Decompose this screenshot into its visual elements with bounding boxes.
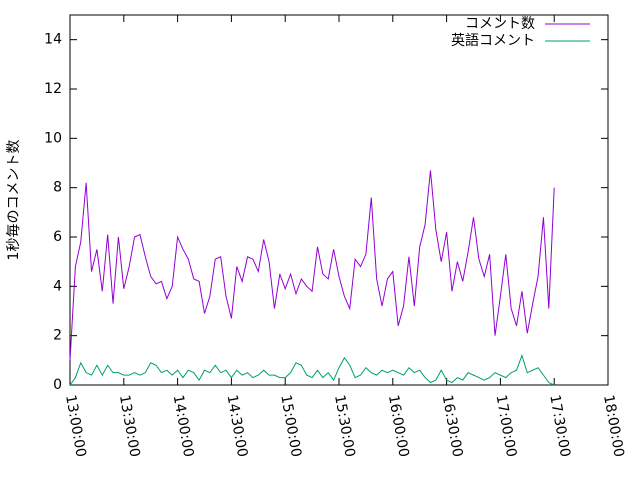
- x-tick-label: 17:00:00: [493, 394, 520, 459]
- y-tick-label: 14: [44, 32, 62, 48]
- y-axis-label: 1秒毎のコメント数: [6, 140, 22, 261]
- y-tick-label: 12: [44, 81, 62, 97]
- y-tick-label: 6: [53, 229, 62, 245]
- series-line: [69, 170, 555, 361]
- series-line: [69, 353, 555, 386]
- x-tick-label: 15:30:00: [331, 394, 358, 459]
- legend-label: コメント数: [465, 16, 535, 32]
- x-tick-label: 13:00:00: [62, 394, 89, 459]
- x-tick-label: 13:30:00: [116, 394, 143, 459]
- x-tick-label: 14:30:00: [224, 394, 251, 459]
- x-tick-label: 14:00:00: [170, 394, 197, 459]
- x-tick-label: 15:00:00: [277, 394, 304, 459]
- y-tick-label: 4: [53, 278, 62, 294]
- x-tick-label: 16:30:00: [439, 394, 466, 459]
- legend-label: 英語コメント: [451, 32, 535, 49]
- x-tick-label: 16:00:00: [385, 394, 412, 459]
- y-tick-label: 0: [53, 377, 62, 393]
- y-tick-label: 8: [53, 180, 62, 196]
- y-tick-label: 10: [44, 130, 62, 146]
- x-tick-label: 18:00:00: [600, 394, 627, 459]
- x-tick-label: 17:30:00: [546, 394, 573, 459]
- y-tick-label: 2: [53, 328, 62, 344]
